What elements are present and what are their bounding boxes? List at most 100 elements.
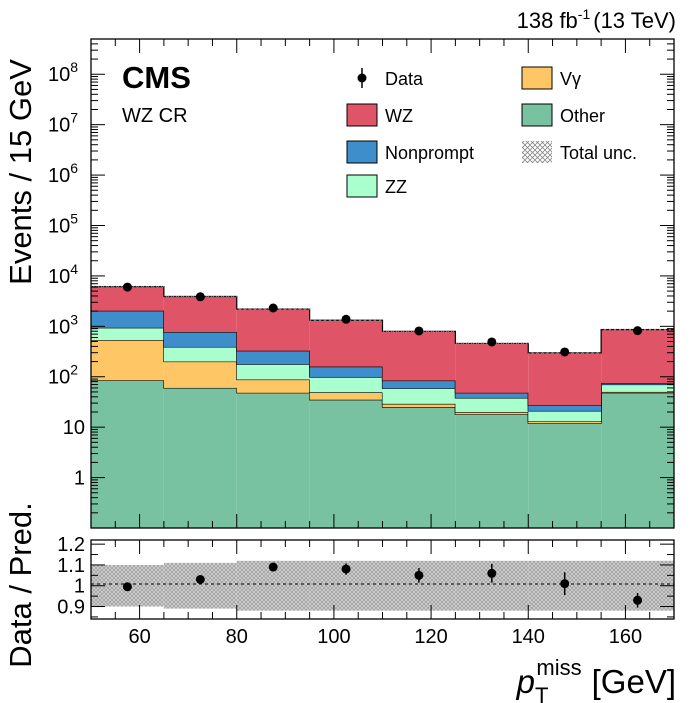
- bar-zz-1: [163, 346, 237, 362]
- data-point-3: [341, 314, 351, 324]
- bar-v-1: [163, 361, 237, 388]
- main-panel: 1 10 102 103 104 105 106 107 108 CMS WZ CR Data V…: [48, 38, 675, 529]
- bar-other-0: [91, 380, 164, 528]
- bar-v-6: [528, 421, 602, 424]
- legend-item-v: Vγ: [521, 66, 581, 90]
- data-point-0: [122, 282, 132, 292]
- legend-item-nonprompt: Nonprompt: [346, 140, 474, 164]
- ratio-tick-label: 0.9: [57, 597, 85, 619]
- ratio-point-7: [633, 595, 643, 605]
- data-point-5: [487, 337, 497, 347]
- legend-swatch: [346, 103, 378, 127]
- bar-other-7: [601, 392, 674, 528]
- legend-label: WZ: [385, 106, 413, 126]
- bar-zz-7: [601, 384, 674, 392]
- data-point-6: [560, 347, 570, 357]
- bar-zz-6: [528, 410, 602, 422]
- series-other: [91, 379, 674, 528]
- y-tick-label: 10: [63, 417, 85, 439]
- bar-v-3: [309, 392, 383, 400]
- bar-zz-3: [309, 376, 383, 393]
- ratio-tick-label: 1.1: [57, 555, 85, 577]
- ratio-y-ticks: 0.911.11.2: [57, 534, 674, 619]
- ratio-points: [122, 562, 643, 608]
- y-tick-label: 1: [74, 468, 85, 490]
- bar-zz-5: [455, 397, 529, 412]
- data-point-7: [633, 326, 643, 336]
- x-tick-label: 80: [226, 626, 248, 648]
- legend-item-data: Data: [357, 68, 424, 89]
- bar-nonprompt-1: [163, 332, 237, 347]
- ratio-tick-label: 1: [74, 576, 85, 598]
- bar-nonprompt-6: [528, 405, 602, 411]
- legend-marker: [357, 73, 367, 83]
- bar-other-5: [455, 414, 529, 528]
- x-axis-label: pTmiss [GeV]: [516, 655, 676, 703]
- bar-zz-2: [236, 364, 310, 380]
- bar-other-3: [309, 399, 383, 528]
- series-v: [91, 339, 674, 424]
- y-tick-label: 103: [48, 311, 78, 338]
- series-zz: [91, 327, 674, 422]
- x-axis-ticks-main: [90, 39, 675, 528]
- legend-swatch: [346, 174, 378, 198]
- ratio-point-0: [122, 582, 132, 592]
- bar-nonprompt-2: [236, 350, 310, 365]
- legend-item-other: Other: [521, 103, 605, 127]
- y-tick-label: 105: [48, 210, 78, 237]
- legend-item-zz: ZZ: [346, 174, 407, 198]
- ratio-uncertainty-band: [91, 560, 674, 611]
- ratio-unc-1: [163, 562, 237, 609]
- legend: Data Vγ WZ Other Nonprompt Total unc. ZZ: [346, 66, 637, 198]
- data-points: [122, 282, 643, 357]
- y-axis-ticks: 1 10 102 103 104 105 106 107 108: [48, 38, 674, 529]
- bar-zz-0: [91, 327, 164, 341]
- x-axis-ticks-ratio: 60 80 100 120 140 160: [90, 540, 675, 648]
- bar-wz-4: [382, 331, 456, 381]
- ratio-point-2: [268, 562, 278, 572]
- y-tick-label: 108: [48, 59, 78, 86]
- bar-v-2: [236, 379, 310, 393]
- region-label: WZ CR: [122, 105, 188, 127]
- y-axis-label: Events / 15 GeV: [3, 59, 38, 285]
- bar-wz-2: [236, 309, 310, 351]
- legend-label: Total unc.: [560, 143, 637, 163]
- bar-wz-6: [528, 352, 602, 406]
- legend-label: Data: [385, 69, 424, 89]
- x-tick-label: 160: [609, 626, 642, 648]
- ratio-point-5: [487, 568, 497, 578]
- lumi-label: 138 fb-1 (13 TeV): [517, 6, 676, 33]
- legend-swatch-hatch: [522, 141, 552, 163]
- legend-swatch: [521, 103, 553, 127]
- x-tick-label: 140: [512, 626, 545, 648]
- cms-label: CMS: [122, 60, 191, 95]
- ratio-y-axis-label: Data / Pred.: [3, 502, 38, 667]
- bar-other-4: [382, 407, 456, 528]
- bar-wz-3: [309, 320, 383, 367]
- legend-label: Nonprompt: [385, 143, 474, 163]
- ratio-tick-label: 1.2: [57, 534, 85, 556]
- x-tick-label: 100: [317, 626, 350, 648]
- bar-other-6: [528, 423, 602, 528]
- data-point-4: [414, 326, 424, 336]
- bar-wz-1: [163, 296, 237, 333]
- legend-label: Vγ: [560, 69, 581, 89]
- ratio-point-6: [560, 579, 570, 589]
- x-tick-label: 60: [128, 626, 150, 648]
- ratio-panel: 0.911.11.2 60 80 100 120 140 160: [57, 534, 675, 648]
- bar-nonprompt-0: [91, 310, 164, 328]
- legend-item-wz: WZ: [346, 103, 413, 127]
- bar-other-2: [236, 392, 310, 528]
- bar-wz-5: [455, 343, 529, 393]
- bar-nonprompt-7: [601, 383, 674, 385]
- bar-zz-4: [382, 388, 456, 404]
- y-tick-label: 107: [48, 110, 78, 137]
- stacked-histogram: [91, 286, 674, 528]
- legend-label: ZZ: [385, 177, 407, 197]
- data-point-2: [268, 303, 278, 313]
- bar-other-1: [163, 387, 237, 528]
- ratio-point-3: [341, 564, 351, 574]
- series-wz: [91, 286, 674, 406]
- bar-v-0: [91, 340, 164, 381]
